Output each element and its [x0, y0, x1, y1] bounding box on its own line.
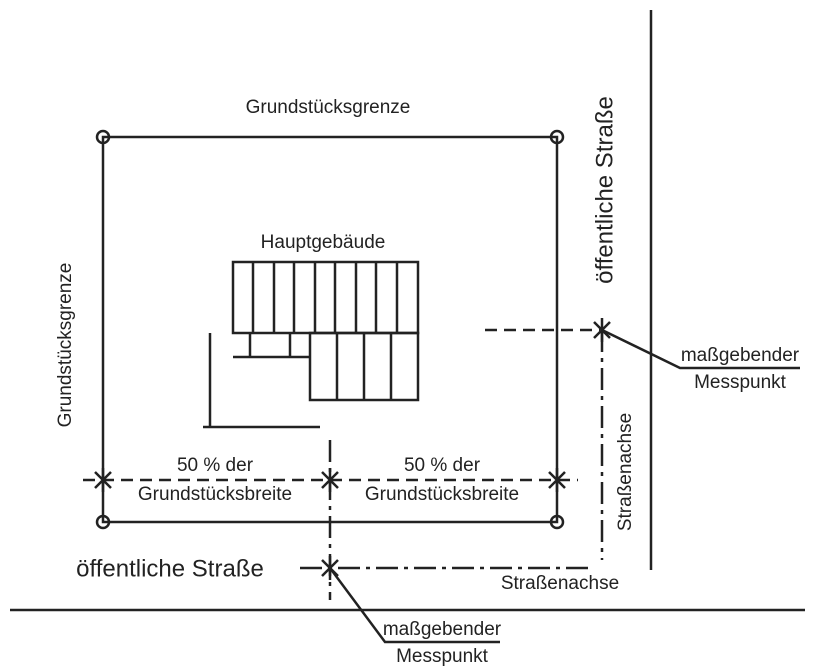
label: öffentliche Straße: [76, 555, 264, 582]
label: Straßenachse: [501, 573, 619, 594]
label: Grundstücksbreite: [138, 484, 292, 505]
label: maßgebender: [681, 345, 800, 366]
label: 50 % der: [404, 455, 481, 476]
measure-lines: [83, 318, 800, 644]
label: maßgebender: [383, 619, 502, 640]
label: Grundstücksgrenze: [246, 97, 411, 118]
label: Hauptgebäude: [261, 232, 386, 253]
label: Grundstücksgrenze: [55, 263, 76, 428]
label: Straßenachse: [615, 413, 636, 531]
label: 50 % der: [177, 455, 254, 476]
label: Grundstücksbreite: [365, 484, 519, 505]
main-building: [203, 260, 420, 429]
label: öffentliche Straße: [591, 96, 618, 284]
label: Messpunkt: [396, 646, 489, 667]
label: Messpunkt: [694, 372, 787, 393]
streets: [10, 10, 805, 612]
